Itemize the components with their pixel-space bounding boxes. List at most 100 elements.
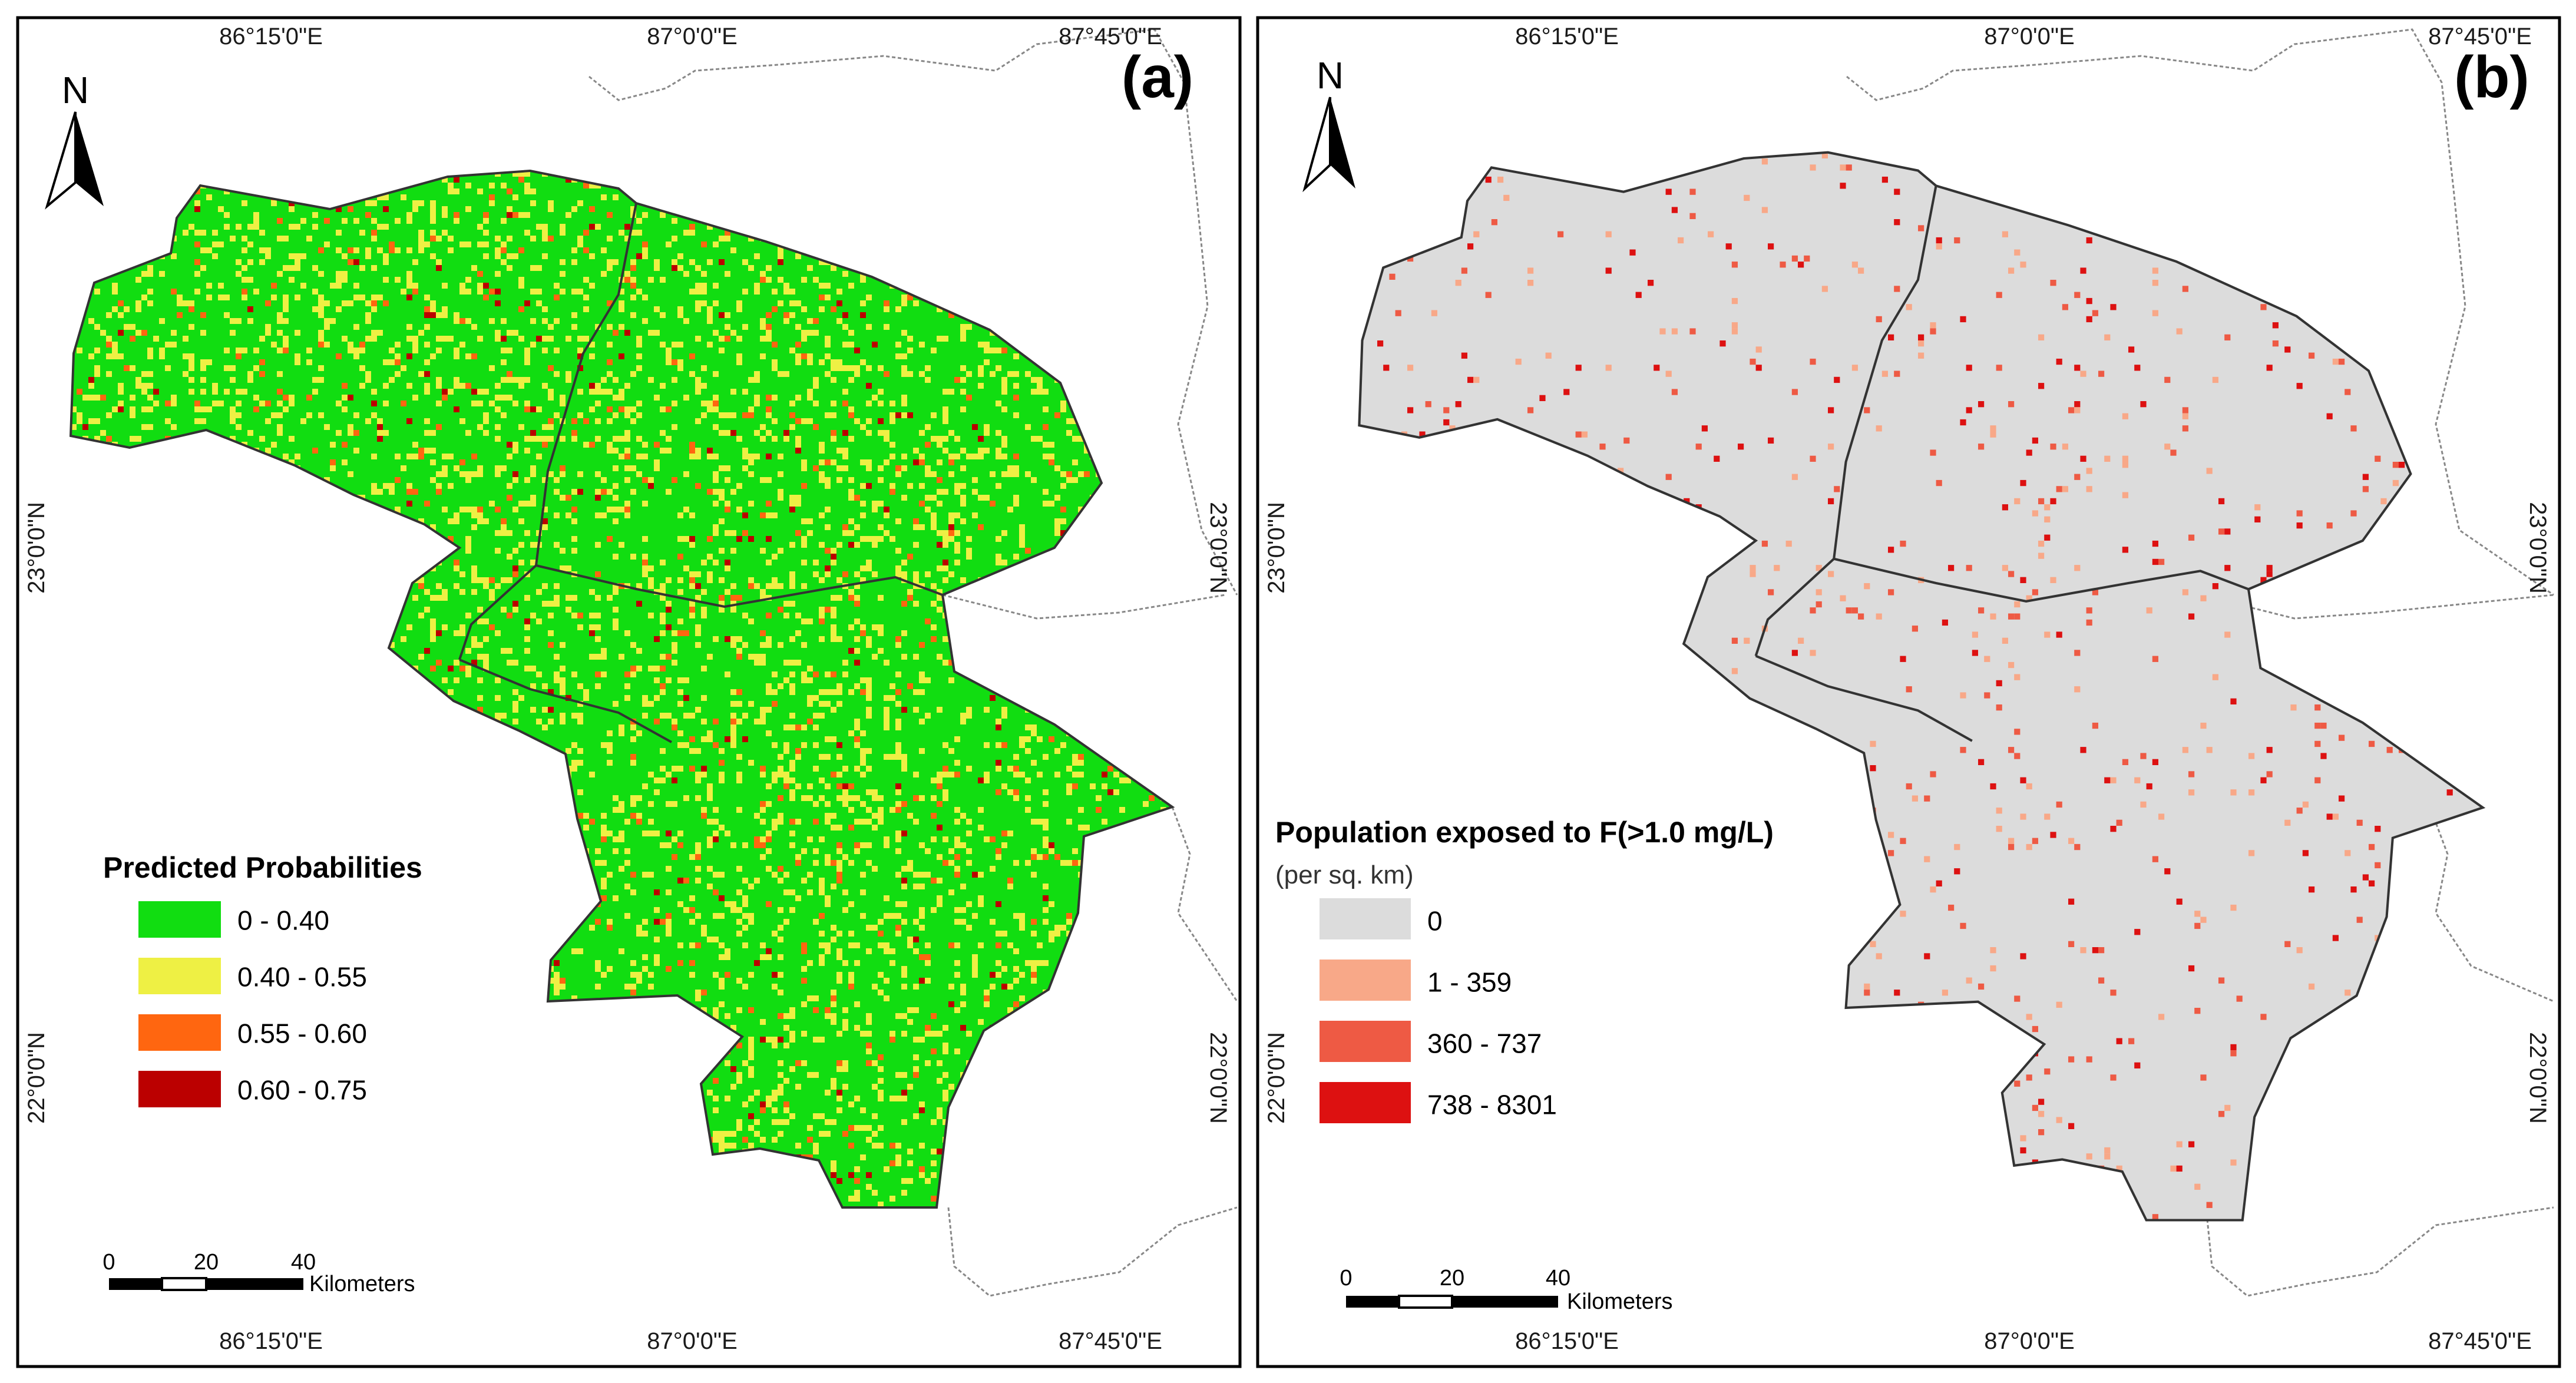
raster-cell (483, 666, 489, 671)
raster-cell (94, 365, 100, 371)
raster-cell (118, 389, 124, 395)
raster-cell (336, 306, 342, 312)
raster-cell (836, 742, 842, 748)
raster-cell (660, 583, 666, 589)
raster-cell (312, 377, 318, 383)
raster-cell (819, 701, 825, 707)
raster-cell (147, 300, 153, 306)
raster-cell (901, 365, 907, 371)
raster-cell (895, 548, 901, 554)
raster-cell (736, 866, 742, 872)
raster-cell (996, 430, 1001, 436)
raster-cell (866, 748, 872, 754)
raster-cell (601, 742, 607, 748)
raster-cell (919, 459, 925, 465)
raster-cell (672, 477, 677, 483)
raster-cell (831, 412, 836, 418)
raster-cell (913, 689, 919, 695)
raster-cell (489, 289, 495, 295)
raster-cell (943, 406, 948, 412)
raster-cell (901, 412, 907, 418)
raster-cell (619, 807, 624, 813)
raster-cell (1001, 383, 1007, 389)
raster-cell (583, 295, 589, 300)
raster-cell (960, 365, 966, 371)
raster-cell (459, 624, 465, 630)
raster-cell (595, 401, 601, 406)
raster-cell (825, 736, 831, 742)
raster-cell (495, 630, 501, 636)
raster-cell (742, 465, 748, 471)
raster-cell (583, 247, 589, 253)
raster-cell (954, 836, 960, 842)
raster-cell (789, 348, 795, 353)
raster-cell (866, 689, 872, 695)
raster-cell (943, 660, 948, 666)
raster-cell (619, 654, 624, 660)
raster-cell (907, 371, 913, 377)
raster-cell (554, 295, 560, 300)
raster-cell (424, 359, 430, 365)
raster-cell (848, 412, 854, 418)
raster-cell (200, 418, 206, 424)
raster-cell (1066, 789, 1072, 795)
raster-cell (1013, 772, 1019, 777)
raster-cell (530, 289, 536, 295)
raster-cell (996, 536, 1001, 542)
raster-cell (695, 624, 701, 630)
raster-cell (306, 359, 312, 365)
raster-cell (624, 412, 630, 418)
raster-cell (607, 265, 613, 271)
raster-cell (931, 348, 937, 353)
raster-cell (601, 860, 607, 866)
raster-cell (819, 607, 825, 613)
raster-cell (1001, 842, 1007, 848)
raster-cell (465, 183, 471, 188)
raster-cell (418, 654, 424, 660)
raster-cell (1001, 783, 1007, 789)
raster-cell (789, 577, 795, 583)
raster-cell (884, 895, 889, 901)
raster-cell (719, 236, 725, 241)
raster-cell (689, 895, 695, 901)
raster-cell (566, 377, 571, 383)
raster-cell (601, 648, 607, 654)
raster-cell (571, 548, 577, 554)
raster-cell (412, 206, 418, 212)
raster-cell (183, 300, 189, 306)
raster-cell (789, 789, 795, 795)
raster-cell (848, 489, 854, 495)
raster-cell (713, 831, 719, 836)
raster-cell (701, 383, 707, 389)
raster-cell (212, 253, 218, 259)
raster-cell (860, 624, 866, 630)
raster-cell (789, 689, 795, 695)
raster-cell (277, 371, 283, 377)
raster-cell (1001, 530, 1007, 536)
raster-cell (312, 265, 318, 271)
raster-cell (595, 389, 601, 395)
raster-cell (253, 224, 259, 230)
raster-cell (624, 860, 630, 866)
raster-cell (483, 636, 489, 642)
raster-cell (760, 713, 766, 719)
raster-cell (978, 436, 984, 442)
raster-cell (242, 200, 247, 206)
raster-cell (112, 342, 118, 348)
raster-cell (672, 218, 677, 224)
raster-cell (477, 241, 483, 247)
raster-cell (783, 677, 789, 683)
raster-cell (819, 878, 825, 884)
raster-cell (984, 424, 990, 430)
raster-cell (165, 342, 171, 348)
raster-cell (560, 395, 566, 401)
raster-cell (913, 300, 919, 306)
raster-cell (135, 300, 141, 306)
raster-cell (377, 295, 383, 300)
raster-cell (683, 318, 689, 324)
raster-cell (507, 188, 512, 194)
raster-cell (1025, 471, 1031, 477)
raster-cell (1072, 459, 1078, 465)
raster-cell (359, 265, 365, 271)
raster-cell (371, 412, 377, 418)
